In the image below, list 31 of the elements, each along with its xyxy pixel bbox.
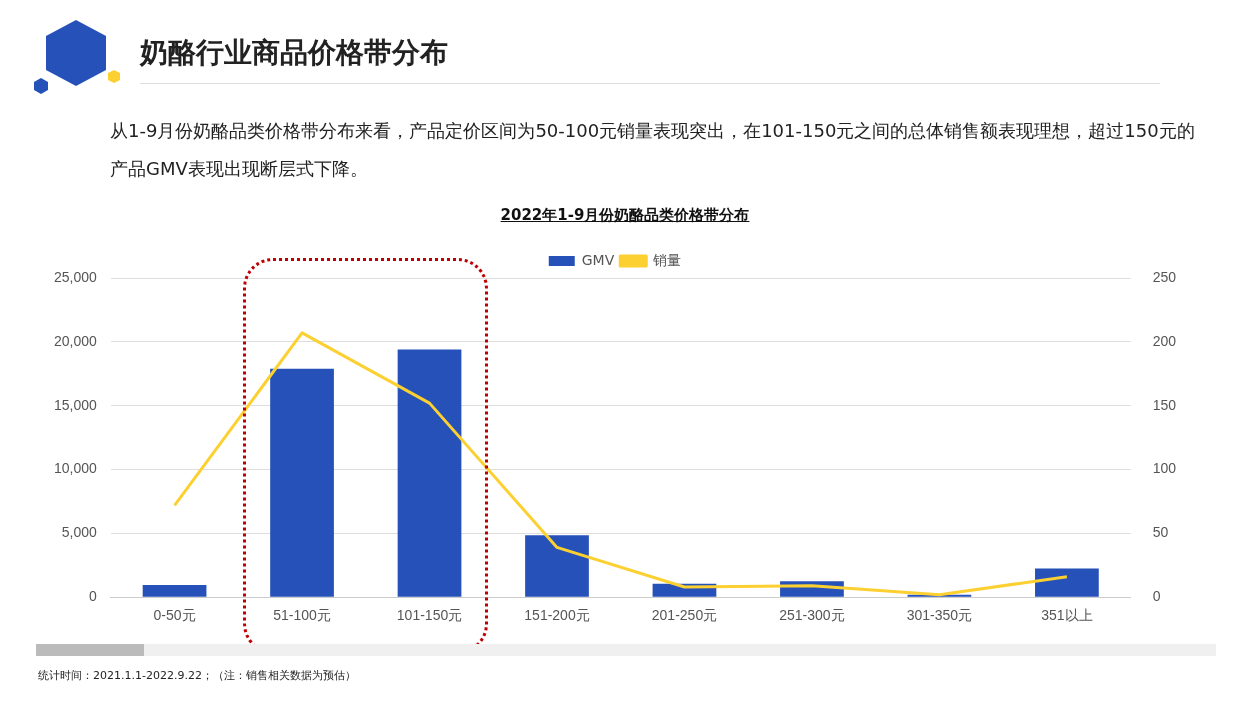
y-tick-label: 0 <box>89 588 98 605</box>
bar <box>142 585 207 597</box>
legend-label: GMV <box>581 251 615 268</box>
y2-tick-label: 50 <box>1152 524 1169 541</box>
y2-tick-label: 150 <box>1152 396 1177 413</box>
bar <box>397 349 462 597</box>
y2-tick-label: 0 <box>1152 588 1161 605</box>
x-tick-label: 351以上 <box>1041 607 1093 624</box>
y2-tick-label: 200 <box>1152 332 1177 349</box>
y-tick-label: 5,000 <box>61 524 98 541</box>
y-tick-label: 20,000 <box>53 332 98 349</box>
bar <box>525 535 589 597</box>
x-tick-label: 0-50元 <box>153 607 196 624</box>
legend-label: 销量 <box>652 251 682 268</box>
x-tick-label: 301-350元 <box>906 607 973 624</box>
bar <box>1035 568 1099 597</box>
chart-subtitle: 从1-9月份奶酪品类价格带分布来看，产品定价区间为50-100元销量表现突出，在101-150元之间的总体销售额表现理想，超过150元的产品GMV表现出现断层式下降。 <box>110 119 1196 181</box>
y-tick-label: 25,000 <box>53 268 98 285</box>
y2-tick-label: 100 <box>1152 460 1177 477</box>
x-tick-label: 251-300元 <box>779 607 845 624</box>
x-tick-label: 201-250元 <box>651 607 718 624</box>
y-tick-label: 15,000 <box>53 396 98 413</box>
y2-tick-label: 250 <box>1152 268 1177 285</box>
y-tick-label: 10,000 <box>53 460 98 477</box>
text: 2022年1-9月份奶酪品类价格带分布 <box>499 206 751 225</box>
x-tick-label: 151-200元 <box>524 607 590 624</box>
x-tick-label: 51-100元 <box>273 607 331 624</box>
text: 统计时间：2021.1.1-2022.9.22；（注：销售相关数据为预估） <box>38 668 356 683</box>
chart-title: 奶酪行业商品价格带分布 <box>140 35 448 71</box>
bar <box>270 368 334 597</box>
x-tick-label: 101-150元 <box>396 607 463 624</box>
